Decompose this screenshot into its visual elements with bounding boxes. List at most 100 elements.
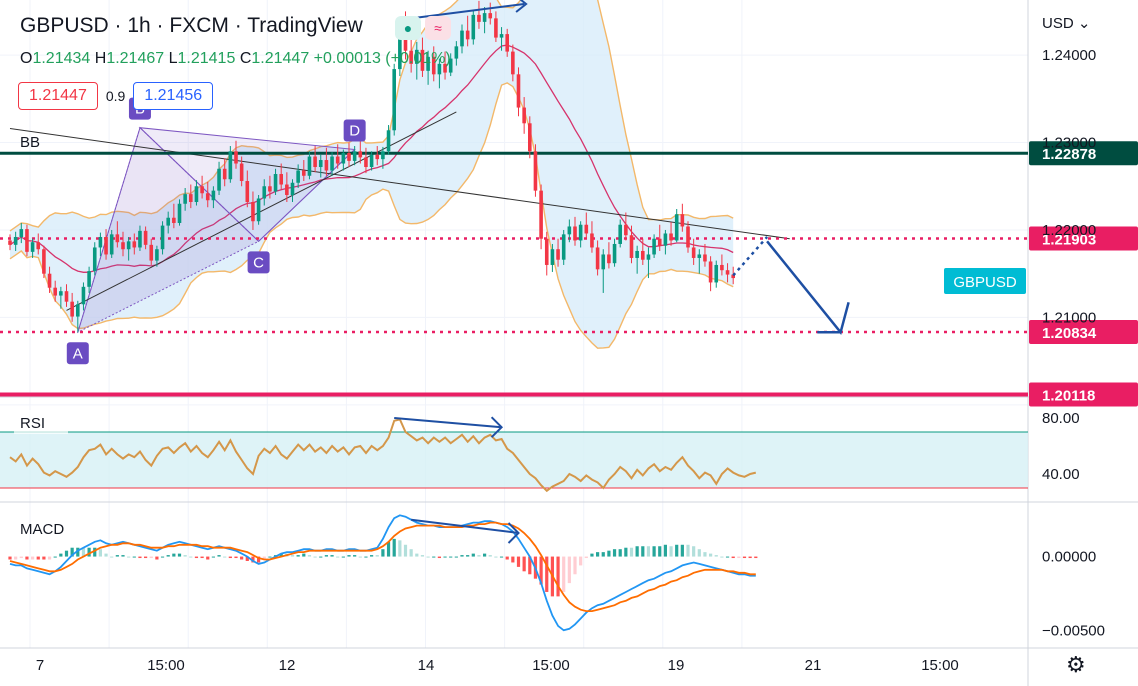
candle-body bbox=[92, 247, 97, 272]
candle-body bbox=[686, 226, 690, 248]
sell-button[interactable]: 1.21447 bbox=[18, 82, 98, 110]
macd-hist-bar bbox=[437, 556, 441, 559]
candle-body bbox=[386, 130, 391, 152]
price-tick-label: 1.21000 bbox=[1042, 309, 1096, 326]
macd-hist-bar bbox=[336, 556, 340, 558]
macd-hist-bar bbox=[528, 556, 532, 575]
macd-histogram bbox=[8, 538, 758, 597]
candle-body bbox=[251, 201, 255, 222]
data-wave-icon[interactable]: ≈ bbox=[425, 16, 451, 40]
candle-body bbox=[624, 224, 628, 236]
macd-hist-bar bbox=[635, 546, 639, 557]
macd-hist-bar bbox=[93, 547, 97, 557]
macd-hist-bar bbox=[499, 556, 504, 558]
macd-hist-bar bbox=[522, 556, 526, 572]
macd-divergence-head bbox=[507, 522, 520, 544]
ohlc-legend: O1.21434 H1.21467 L1.21415 C1.21447 +0.0… bbox=[20, 50, 451, 67]
price-tick-label: 1.24000 bbox=[1042, 47, 1096, 64]
macd-hist-bar bbox=[426, 556, 430, 558]
candle-body bbox=[635, 250, 639, 258]
candle-body bbox=[47, 273, 52, 288]
pattern-label-c: C bbox=[253, 254, 264, 271]
macd-hist-bar bbox=[590, 553, 594, 557]
candle-body bbox=[211, 190, 216, 201]
candle-body bbox=[392, 69, 396, 131]
candle-body bbox=[573, 226, 577, 241]
macd-hist-bar bbox=[166, 555, 170, 557]
macd-hist-bar bbox=[403, 544, 408, 557]
macd-signal-line bbox=[9, 521, 756, 612]
candle-body bbox=[70, 301, 74, 317]
level-label-box bbox=[1029, 141, 1138, 166]
candle-body bbox=[505, 34, 509, 52]
candle-body bbox=[138, 230, 142, 248]
macd-hist-bar bbox=[223, 556, 227, 558]
macd-hist-bar bbox=[567, 556, 571, 584]
candle-body bbox=[217, 168, 221, 191]
candle-body bbox=[669, 233, 673, 241]
macd-hist-bar bbox=[296, 555, 300, 557]
candle-body bbox=[539, 190, 543, 239]
macd-hist-bar bbox=[415, 553, 419, 557]
candle-body bbox=[471, 14, 476, 40]
candle-body bbox=[680, 214, 685, 227]
candle-body bbox=[697, 254, 702, 258]
macd-hist-bar bbox=[471, 553, 475, 557]
macd-hist-bar bbox=[121, 555, 125, 557]
macd-hist-bar bbox=[720, 556, 724, 558]
macd-hist-bar bbox=[364, 556, 368, 558]
symbol-tags: ● ≈ bbox=[395, 16, 451, 40]
candle-body bbox=[488, 13, 493, 19]
macd-hist-bar bbox=[70, 547, 74, 557]
macd-hist-bar bbox=[245, 556, 249, 561]
candle-body bbox=[30, 242, 35, 252]
candle-body bbox=[149, 244, 154, 261]
macd-hist-bar bbox=[14, 556, 18, 560]
market-status-icon[interactable]: ● bbox=[395, 16, 421, 40]
pattern-label-d: D bbox=[349, 123, 360, 140]
candle-body bbox=[494, 18, 498, 38]
gear-icon[interactable]: ⚙ bbox=[1066, 652, 1086, 677]
trendline bbox=[66, 111, 457, 311]
candle-body bbox=[177, 203, 182, 223]
level-label: 1.22878 bbox=[1042, 146, 1096, 163]
macd-tick-label: 0.00000 bbox=[1042, 549, 1096, 566]
macd-hist-bar bbox=[618, 549, 622, 557]
currency-selector[interactable]: USD ⌄ bbox=[1042, 14, 1090, 32]
macd-hist-bar bbox=[742, 556, 747, 559]
candle-body bbox=[36, 242, 41, 250]
macd-hist-bar bbox=[268, 556, 272, 558]
time-tick-label: 15:00 bbox=[921, 657, 959, 674]
candle-body bbox=[398, 33, 402, 70]
candle-body bbox=[431, 56, 436, 75]
candle-body bbox=[245, 181, 250, 202]
projection-arrow-down bbox=[766, 240, 850, 335]
candle-body bbox=[460, 30, 464, 47]
macd-hist-bar bbox=[601, 552, 605, 557]
macd-hist-bar bbox=[353, 555, 357, 557]
macd-hist-bar bbox=[324, 555, 328, 557]
candle-body bbox=[126, 241, 131, 250]
candle-body bbox=[189, 194, 193, 202]
macd-hist-bar bbox=[42, 556, 46, 560]
candle-body bbox=[369, 154, 374, 168]
rsi-indicator-label: RSI bbox=[20, 415, 45, 432]
macd-hist-bar bbox=[477, 555, 481, 557]
symbol-title[interactable]: GBPUSD · 1h · FXCM · TradingView bbox=[20, 14, 363, 37]
buy-button[interactable]: 1.21456 bbox=[133, 82, 214, 110]
candle-body bbox=[381, 151, 385, 160]
level-label: 1.20834 bbox=[1042, 325, 1097, 342]
candle-body bbox=[302, 170, 306, 176]
candle-body bbox=[313, 156, 317, 168]
candle-body bbox=[239, 163, 244, 182]
candle-body bbox=[115, 234, 120, 243]
macd-hist-bar bbox=[290, 555, 295, 557]
macd-hist-bar bbox=[494, 556, 498, 558]
macd-hist-bar bbox=[709, 553, 713, 557]
candle-body bbox=[544, 238, 549, 265]
candles bbox=[8, 0, 735, 333]
macd-hist-bar bbox=[262, 556, 266, 560]
macd-hist-bar bbox=[652, 546, 656, 557]
candle-body bbox=[443, 63, 447, 73]
